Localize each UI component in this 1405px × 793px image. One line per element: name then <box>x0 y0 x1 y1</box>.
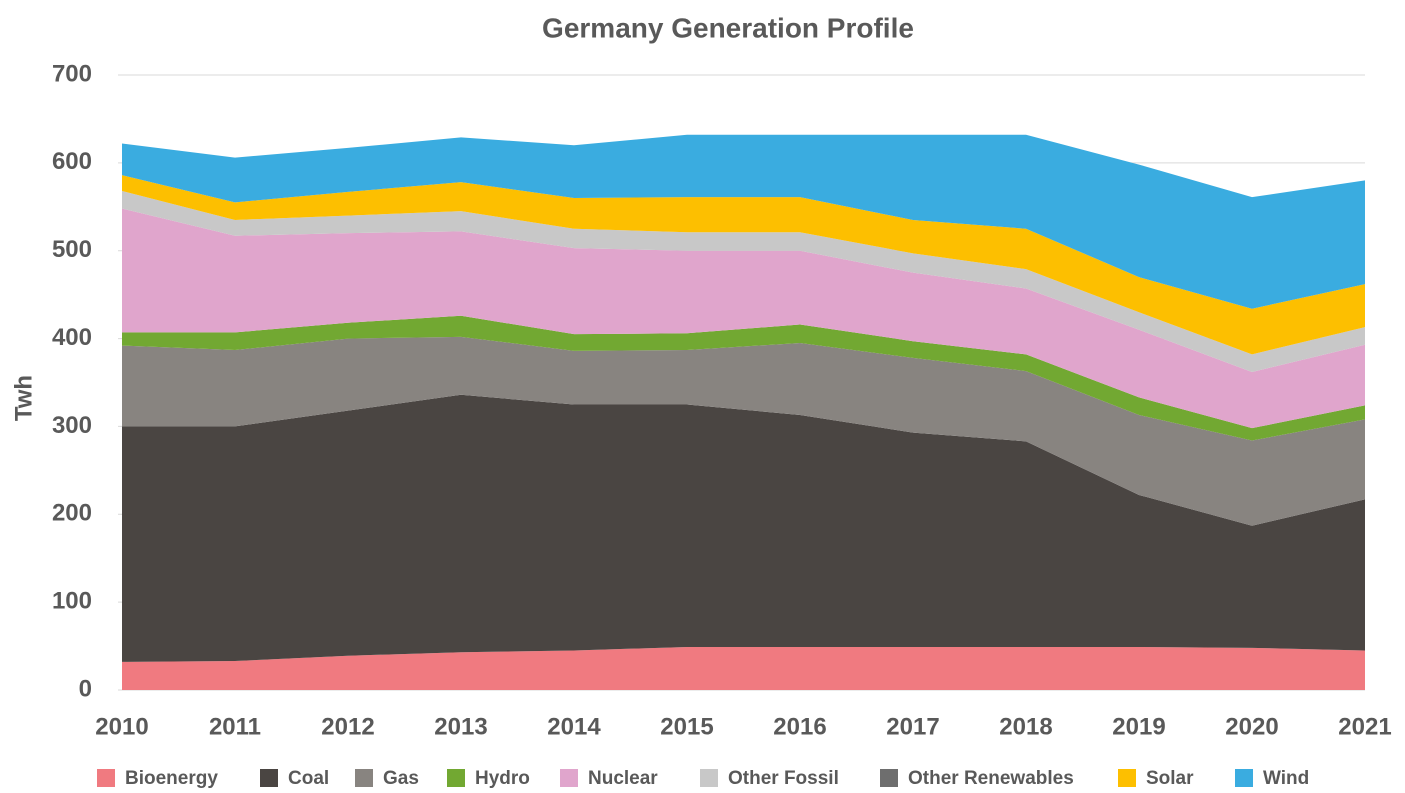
legend-label: Other Fossil <box>728 768 839 789</box>
x-tick-label: 2021 <box>1338 713 1391 740</box>
legend-label: Solar <box>1146 768 1194 789</box>
legend-swatch <box>700 769 718 787</box>
legend-swatch <box>355 769 373 787</box>
legend-label: Bioenergy <box>125 768 218 789</box>
legend-label: Other Renewables <box>908 768 1074 789</box>
y-tick-label: 600 <box>52 148 92 175</box>
legend-label: Nuclear <box>588 768 658 789</box>
area <box>122 134 1365 309</box>
area <box>122 190 1365 372</box>
x-tick-label: 2015 <box>660 713 713 740</box>
y-tick-label: 700 <box>52 60 92 87</box>
legend-label: Hydro <box>475 768 530 789</box>
y-tick-label: 300 <box>52 412 92 439</box>
area <box>122 208 1365 429</box>
legend-label: Coal <box>288 768 329 789</box>
chart-title: Germany Generation Profile <box>542 12 914 43</box>
legend-label: Wind <box>1263 768 1309 789</box>
x-tick-label: 2019 <box>1112 713 1165 740</box>
x-tick-label: 2010 <box>95 713 148 740</box>
legend-swatch <box>1235 769 1253 787</box>
y-axis-label: Twh <box>10 375 37 421</box>
area <box>122 315 1365 441</box>
x-tick-label: 2014 <box>547 713 601 740</box>
legend-swatch <box>260 769 278 787</box>
y-tick-label: 100 <box>52 587 92 614</box>
x-tick-label: 2011 <box>209 713 261 740</box>
x-tick-label: 2013 <box>434 713 487 740</box>
x-tick-label: 2017 <box>886 713 939 740</box>
x-tick-label: 2020 <box>1225 713 1278 740</box>
x-tick-label: 2016 <box>773 713 826 740</box>
x-tick-label: 2012 <box>321 713 374 740</box>
area <box>122 336 1365 526</box>
y-tick-label: 200 <box>52 500 92 527</box>
y-tick-label: 0 <box>79 675 92 702</box>
area <box>122 646 1365 690</box>
y-tick-label: 500 <box>52 236 92 263</box>
legend-swatch <box>447 769 465 787</box>
legend-label: Gas <box>383 768 419 789</box>
x-tick-label: 2018 <box>999 713 1052 740</box>
area <box>122 175 1365 355</box>
legend-swatch <box>1118 769 1136 787</box>
legend-swatch <box>880 769 898 787</box>
area <box>122 394 1365 662</box>
legend-swatch <box>97 769 115 787</box>
legend-swatch <box>560 769 578 787</box>
y-tick-label: 400 <box>52 324 92 351</box>
